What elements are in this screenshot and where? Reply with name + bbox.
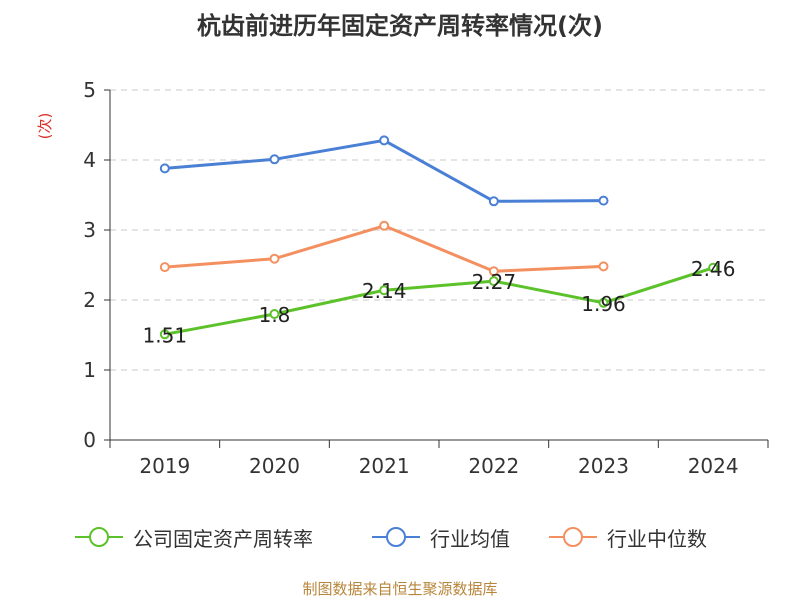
y-tick-label: 3: [83, 218, 96, 242]
data-point: [708, 262, 719, 273]
grid-lines: [110, 89, 768, 371]
legend-label: 行业均值: [430, 526, 510, 551]
x-tick-label: 2022: [468, 454, 519, 478]
data-labels: 1.51 1.8 2.14 2.27 1.96 2.46: [143, 257, 736, 348]
x-tick-label: 2020: [249, 454, 300, 478]
legend-label: 行业中位数: [607, 526, 707, 551]
x-tick-label: 2019: [139, 454, 190, 478]
y-tick-label: 1: [83, 358, 96, 382]
x-tick-label: 2023: [578, 454, 629, 478]
data-point: [379, 135, 390, 146]
data-label: 2.27: [472, 270, 517, 294]
source-note: 制图数据来自恒生聚源数据库: [302, 580, 498, 598]
series-line: [164, 138, 604, 203]
series-line: [164, 224, 604, 273]
legend-item[interactable]: 行业中位数: [549, 522, 707, 552]
data-point: [488, 196, 499, 207]
data-point: [598, 195, 609, 206]
legend-marker-icon: [372, 527, 420, 547]
data-point: [269, 154, 280, 165]
series-lines: [159, 135, 719, 340]
data-label: 1.96: [581, 292, 626, 316]
axes: 0 1 2 3 4 5 2019 2020 2021 2022 2023 2024 (次): [36, 78, 769, 478]
data-point: [159, 163, 170, 174]
data-label: 2.46: [691, 257, 736, 281]
data-point: [488, 276, 499, 287]
legend-label: 公司固定资产周转率: [133, 526, 313, 551]
legend-marker-icon: [549, 527, 597, 547]
data-point: [379, 285, 390, 296]
data-point: [488, 266, 499, 277]
data-point: [598, 261, 609, 272]
data-point: [269, 309, 280, 319]
x-tick-label: 2021: [359, 454, 410, 478]
data-point: [269, 253, 280, 264]
data-label: 1.51: [143, 323, 188, 347]
data-point: [159, 329, 170, 340]
data-label: 1.8: [259, 303, 291, 327]
y-tick-label: 4: [83, 148, 96, 172]
y-tick-label: 5: [83, 78, 96, 102]
y-axis-title: (次): [36, 113, 54, 140]
chart-title: 杭齿前进历年固定资产周转率情况(次): [197, 12, 603, 40]
data-point: [159, 262, 170, 273]
y-tick-label: 2: [83, 288, 96, 312]
legend-item[interactable]: 公司固定资产周转率: [75, 522, 313, 552]
data-point: [598, 297, 609, 308]
data-label: 2.14: [362, 279, 407, 303]
y-tick-label: 0: [83, 428, 96, 452]
series-line: [164, 266, 714, 336]
legend-marker-icon: [75, 527, 123, 547]
x-tick-label: 2024: [688, 454, 739, 478]
data-point: [379, 220, 390, 231]
legend-item[interactable]: 行业均值: [372, 522, 510, 552]
